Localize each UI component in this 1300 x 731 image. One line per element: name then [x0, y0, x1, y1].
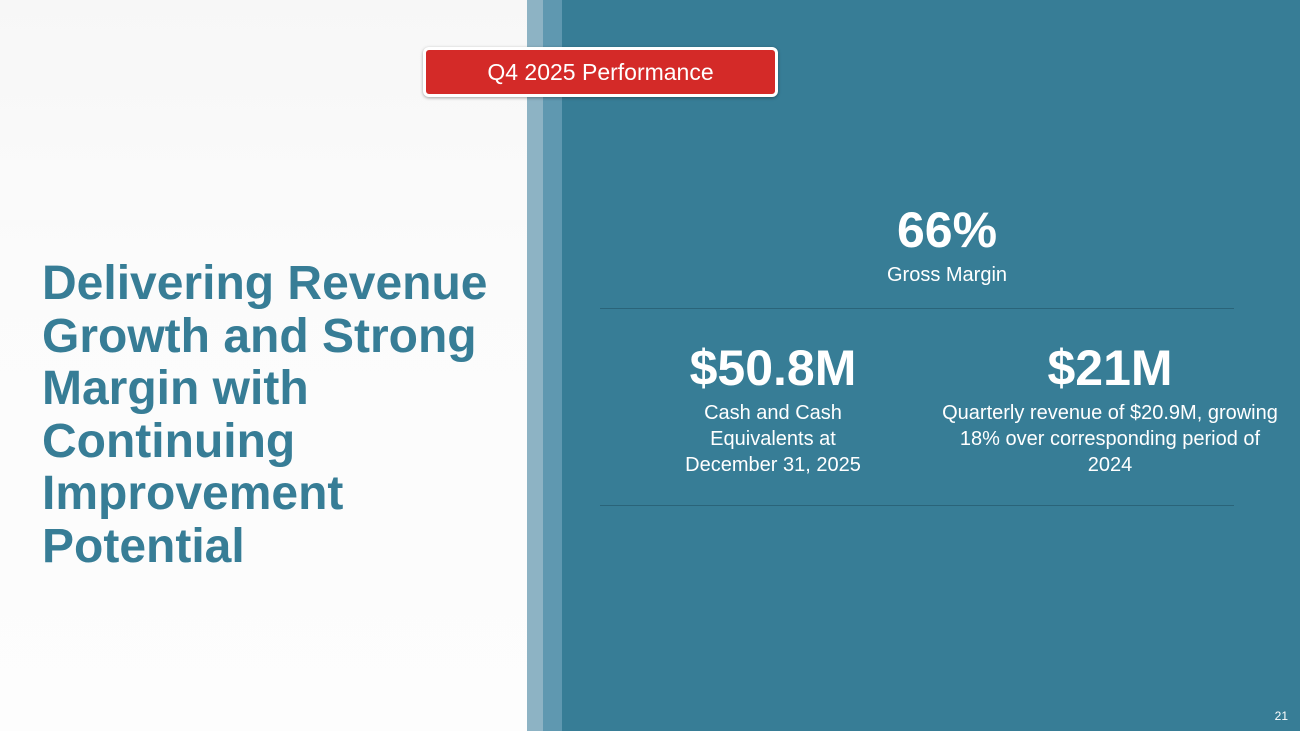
light-accent-stripe: [527, 0, 543, 731]
gross-margin-value: 66%: [896, 202, 998, 258]
mid-accent-stripe: [543, 0, 562, 731]
top-divider: [600, 308, 1234, 309]
revenue-value: $21M: [1047, 340, 1173, 396]
cash-label: Cash and Cash Equivalents at December 31…: [685, 402, 861, 476]
cash-value: $50.8M: [689, 340, 857, 396]
slide-headline: Delivering Revenue Growth and Strong Mar…: [42, 257, 488, 573]
left-panel: [0, 0, 527, 731]
bottom-divider: [600, 505, 1234, 506]
right-panel: [562, 0, 1300, 731]
section-badge: Q4 2025 Performance: [423, 47, 778, 97]
page-number: 21: [1274, 709, 1288, 723]
revenue-label: Quarterly revenue of $20.9M, growing 18%…: [942, 402, 1278, 476]
gross-margin-label: Gross Margin: [886, 264, 1008, 286]
